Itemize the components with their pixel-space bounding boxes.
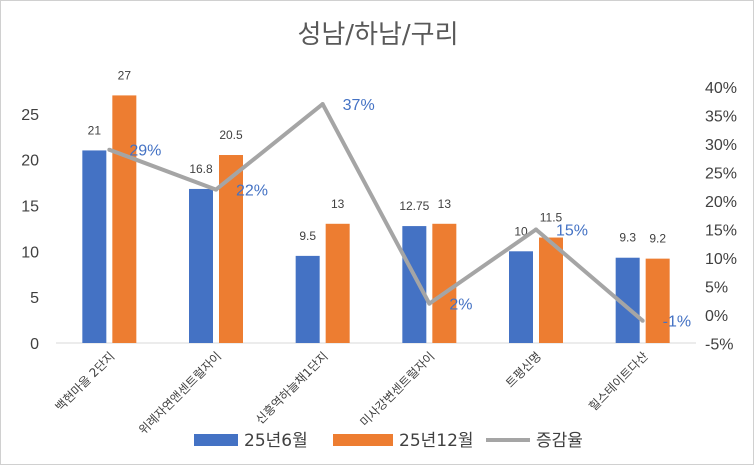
- bar-dec: [645, 258, 670, 343]
- bar-jun: [82, 150, 107, 343]
- line-point: [214, 187, 218, 192]
- y-right-tick-label: 40%: [705, 80, 737, 97]
- y-right-tick-label: 20%: [705, 194, 737, 211]
- legend-label: 25년12월: [399, 431, 474, 451]
- y-left-tick-label: 15: [21, 198, 39, 215]
- y-right-tick-label: 15%: [705, 223, 737, 240]
- legend-swatch: [333, 434, 393, 446]
- bar-dec: [539, 237, 563, 343]
- line-data-label: 15%: [556, 223, 588, 240]
- y-left-tick-label: 5: [30, 290, 39, 307]
- line-data-label: 2%: [449, 297, 472, 314]
- y-left-tick-label: 0: [30, 336, 39, 353]
- line-data-label: 37%: [343, 97, 375, 114]
- bar-data-label: 9.2: [649, 232, 666, 246]
- line-data-label: -1%: [663, 314, 691, 331]
- line-point: [320, 102, 325, 107]
- line-data-label: 22%: [236, 183, 268, 200]
- chart-title: 성남/하남/구리: [297, 20, 458, 50]
- bar-data-label: 21: [88, 123, 102, 137]
- legend-label: 증감율: [536, 431, 583, 451]
- y-left-tick-label: 20: [21, 153, 39, 170]
- y-right-tick-label: 30%: [705, 137, 737, 154]
- bar-data-label: 13: [331, 197, 345, 211]
- y-right-tick-label: 0%: [705, 308, 728, 325]
- bar-jun: [402, 226, 427, 343]
- bar-data-label: 9.5: [299, 229, 316, 243]
- x-category-label: 트평신명: [503, 349, 544, 390]
- bar-data-label: 9.3: [619, 231, 636, 245]
- x-category-label: 위례자연앤센트럴자이: [136, 349, 224, 437]
- line-data-label: 29%: [129, 143, 161, 160]
- line-series-rate: [108, 102, 644, 323]
- bar-dec: [432, 223, 457, 343]
- y-right-tick-label: 10%: [705, 251, 737, 268]
- y-right-tick-label: 25%: [705, 166, 737, 183]
- bar-data-label: 10: [514, 224, 528, 238]
- x-category-label: 미사강변센트럴자이: [357, 349, 437, 429]
- legend-label: 25년6월: [244, 431, 308, 451]
- plot-area: 0 5 10 15 20 25 -5% 0% 5% 10% 15% 20% 25% 30% 35% 40% 21…: [21, 68, 737, 437]
- x-category-label: 백현마을 2단지: [53, 349, 118, 414]
- legend: 25년6월 25년12월 증감율: [194, 431, 583, 451]
- bar-jun: [189, 188, 213, 343]
- bar-data-label: 13: [438, 197, 452, 211]
- bar-data-label: 20.5: [219, 128, 243, 142]
- bar-jun: [295, 255, 320, 343]
- y-right-tick-label: 35%: [705, 109, 737, 126]
- bar-dec: [325, 223, 350, 343]
- line-point: [640, 318, 645, 323]
- line-point: [107, 147, 112, 152]
- line-point: [427, 301, 432, 306]
- bar-jun: [509, 251, 533, 343]
- legend-swatch: [194, 434, 238, 446]
- y-right-tick-label: 5%: [705, 280, 728, 297]
- bar-data-label: 12.75: [399, 199, 429, 213]
- bar-data-label: 11.5: [540, 211, 563, 225]
- y-left-tick-label: 10: [21, 244, 39, 261]
- y-right-tick-label: -5%: [705, 337, 733, 354]
- bar-data-label: 16.8: [189, 162, 213, 176]
- line-point: [534, 227, 538, 232]
- y-left-tick-label: 25: [21, 107, 39, 124]
- x-category-label: 힐스테이트다산: [586, 349, 651, 414]
- bar-data-label: 27: [118, 68, 132, 82]
- bar-dec: [112, 95, 137, 343]
- x-category-label: 신흥역하늘채1단지: [253, 349, 331, 427]
